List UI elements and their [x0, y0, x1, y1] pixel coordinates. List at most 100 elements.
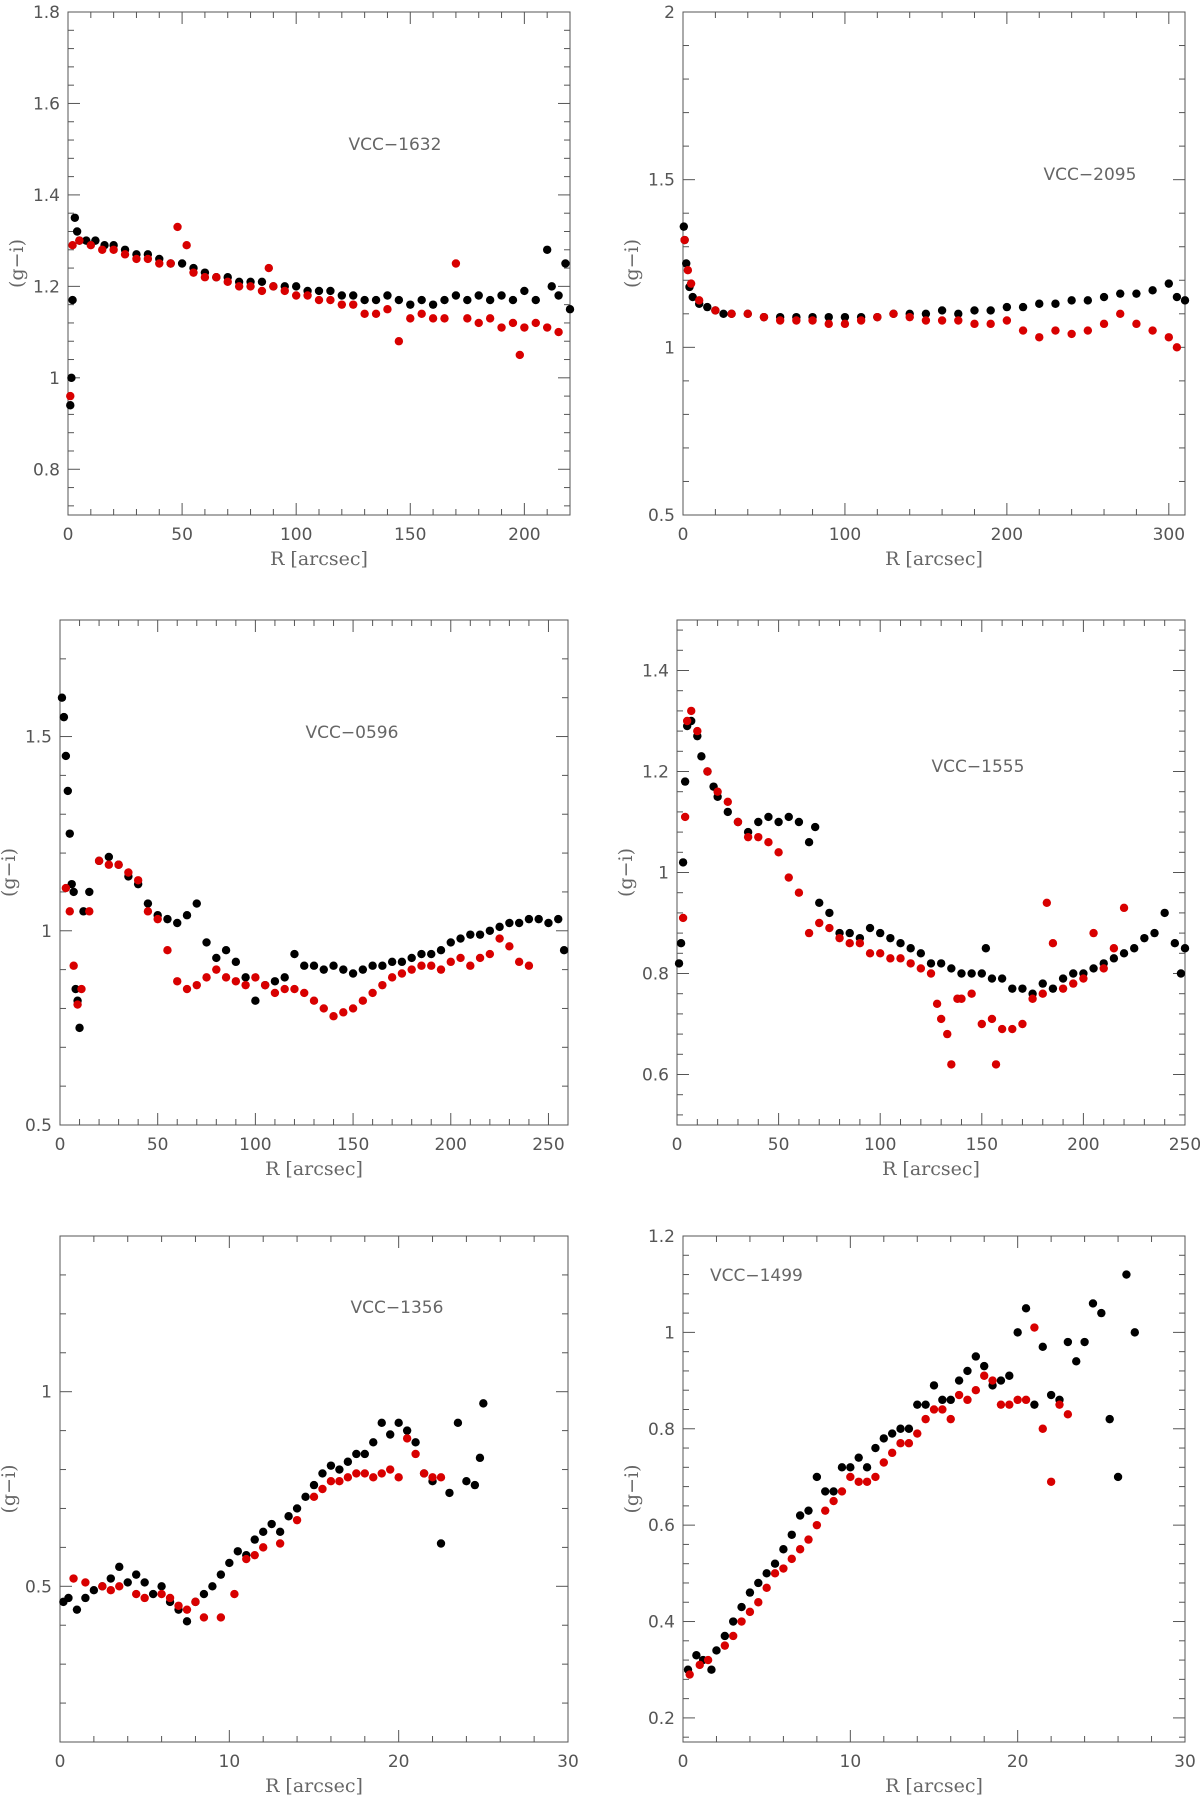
data-point-red	[986, 319, 995, 329]
data-point-red	[86, 241, 96, 250]
y-tick-label: 0.6	[642, 1066, 669, 1086]
x-tick-label: 0	[55, 1135, 66, 1155]
data-point-red	[383, 305, 392, 314]
y-axis-label: (g−i)	[0, 848, 20, 897]
data-point-red	[200, 273, 210, 282]
data-point-red	[221, 973, 231, 982]
data-point-red	[970, 319, 979, 329]
data-point-black	[846, 1463, 855, 1472]
x-tick-label: 0	[678, 1752, 689, 1772]
y-tick-label: 1.6	[33, 94, 60, 114]
data-point-red	[65, 907, 74, 916]
data-point-red	[1164, 333, 1174, 342]
data-point-black	[1170, 939, 1180, 948]
data-point-red	[234, 282, 244, 291]
data-point-red	[475, 953, 485, 963]
data-point-black	[981, 944, 991, 953]
data-point-black	[754, 1578, 763, 1588]
data-point-red	[554, 327, 563, 337]
data-point-red	[733, 817, 743, 827]
plot-frame	[59, 1235, 569, 1743]
data-point-red	[1116, 309, 1125, 318]
data-point-red	[703, 1655, 713, 1665]
data-point-red	[795, 1545, 805, 1554]
data-point-black	[887, 1429, 897, 1438]
x-axis-label: R [arcsec]	[270, 548, 368, 570]
data-point-black	[674, 959, 684, 968]
data-point-black	[913, 1400, 922, 1409]
data-point-black	[257, 277, 267, 286]
data-point-red	[352, 1469, 361, 1478]
data-point-red	[269, 282, 278, 291]
data-point-red	[520, 323, 529, 332]
data-point-black	[470, 1480, 480, 1490]
data-point-red	[1132, 319, 1141, 329]
data-point-red	[743, 832, 753, 842]
data-point-black	[1180, 296, 1190, 305]
data-point-red	[896, 1439, 905, 1448]
data-point-black	[71, 984, 80, 994]
data-point-red	[250, 1550, 259, 1560]
y-tick-label: 1	[41, 922, 52, 942]
data-point-red	[997, 1024, 1007, 1034]
data-point-red	[446, 957, 455, 967]
data-point-black	[1097, 1308, 1106, 1318]
data-point-black	[825, 908, 834, 918]
data-point-black	[1140, 933, 1149, 943]
y-tick-label: 0.8	[642, 965, 669, 985]
data-point-red	[1083, 326, 1093, 335]
data-point-red	[977, 1019, 986, 1029]
data-point-black	[329, 961, 338, 970]
data-point-red	[856, 316, 866, 325]
data-point-black	[1160, 908, 1169, 918]
data-point-red	[829, 1496, 838, 1506]
data-point-black	[251, 996, 260, 1005]
data-point-red	[303, 291, 312, 300]
data-point-red	[932, 999, 942, 1008]
data-point-red	[466, 961, 475, 970]
data-point-red	[815, 918, 824, 928]
data-point-black	[360, 295, 369, 305]
data-point-black	[163, 914, 172, 924]
data-point-black	[369, 1438, 378, 1447]
y-tick-label: 1.4	[33, 186, 60, 206]
data-point-black	[106, 1574, 116, 1583]
data-point-black	[358, 965, 368, 974]
y-tick-label: 0.8	[33, 460, 60, 480]
data-point-black	[745, 1588, 755, 1597]
data-point-red	[189, 268, 198, 277]
data-point-black	[804, 838, 814, 847]
data-point-red	[451, 259, 461, 268]
data-point-black	[387, 957, 397, 967]
x-tick-label: 200	[508, 525, 540, 545]
data-point-black	[1008, 984, 1017, 993]
data-point-black	[926, 959, 936, 968]
data-point-red	[1048, 939, 1058, 948]
data-point-red	[804, 928, 814, 938]
x-tick-label: 50	[147, 1135, 169, 1155]
data-point-black	[1063, 1337, 1073, 1347]
data-point-black	[233, 1547, 242, 1556]
data-point-red	[683, 266, 693, 275]
data-point-red	[115, 1582, 124, 1591]
x-tick-label: 10	[840, 1752, 862, 1772]
data-point-black	[377, 1418, 386, 1428]
data-point-black	[75, 1023, 84, 1033]
data-point-red	[720, 1641, 730, 1650]
data-point-red	[166, 259, 175, 268]
data-point-black	[508, 295, 518, 305]
data-point-red	[936, 1014, 946, 1024]
data-point-red	[727, 309, 736, 318]
data-point-black	[68, 295, 77, 305]
x-tick-label: 0	[678, 525, 689, 545]
data-point-black	[697, 752, 706, 761]
data-point-red	[1109, 944, 1119, 953]
data-point-red	[485, 314, 495, 323]
data-point-black	[318, 1469, 327, 1478]
data-point-black	[411, 1438, 420, 1447]
data-point-red	[754, 832, 763, 842]
data-point-red	[854, 1477, 863, 1486]
data-point-red	[687, 706, 696, 716]
x-tick-label: 150	[337, 1135, 369, 1155]
